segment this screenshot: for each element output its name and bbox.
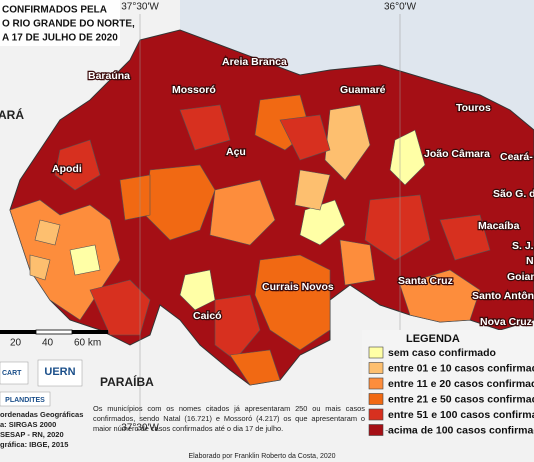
city-label: N bbox=[526, 255, 534, 267]
legend-label: entre 51 e 100 casos confirmados bbox=[388, 409, 534, 421]
logo-text: PLANDITES bbox=[5, 397, 45, 404]
logo bbox=[0, 391, 51, 407]
title-box bbox=[0, 0, 120, 46]
title-line: A 17 DE JULHO DE 2020 bbox=[2, 33, 118, 44]
coordinate-label: 36°0'W bbox=[384, 2, 417, 13]
municipality bbox=[119, 174, 151, 221]
city-label: Baraúna bbox=[88, 70, 130, 82]
city-label: Guamaré bbox=[340, 84, 386, 96]
legend-label: entre 11 e 20 casos confirmados bbox=[388, 378, 534, 390]
credit: SESAP - RN, 2020 bbox=[0, 430, 64, 439]
scale-bar bbox=[35, 329, 73, 335]
city-label: Ceará- bbox=[500, 151, 533, 163]
city-label: Goian bbox=[507, 271, 534, 283]
legend-label: entre 21 e 50 casos confirmados bbox=[388, 393, 534, 405]
municipality bbox=[29, 254, 51, 281]
city-label: Caicó bbox=[193, 310, 222, 322]
legend-title: LEGENDA bbox=[406, 333, 460, 345]
ocean bbox=[180, 0, 534, 130]
municipality bbox=[34, 219, 61, 246]
logo-text: CART bbox=[2, 370, 22, 377]
city-label: Areia Branca bbox=[222, 56, 287, 68]
city-label: Macaíba bbox=[478, 220, 520, 232]
legend-swatch bbox=[368, 408, 384, 421]
municipality bbox=[439, 214, 491, 261]
city-label: Currais Novos bbox=[262, 281, 334, 293]
state-label: ARÁ bbox=[0, 107, 24, 122]
legend-box bbox=[362, 330, 534, 430]
credit: gráfica: IBGE, 2015 bbox=[0, 440, 68, 449]
title-line: CONFIRMADOS PELA bbox=[2, 5, 107, 16]
city-label: São G. do bbox=[493, 188, 534, 200]
logo-text: UERN bbox=[44, 366, 75, 378]
municipality bbox=[214, 294, 261, 361]
legend-items: sem caso confirmado entre 01 e 10 casos c… bbox=[368, 346, 534, 436]
city-label: S. J. bbox=[512, 240, 534, 252]
municipality bbox=[254, 254, 331, 351]
scale-label: 20 bbox=[10, 338, 22, 349]
credit: ordenadas Geográficas bbox=[0, 410, 83, 419]
scale-bar bbox=[72, 330, 108, 334]
municipality bbox=[294, 169, 331, 211]
logo bbox=[37, 359, 83, 387]
city-label: Santa Cruz bbox=[398, 275, 453, 287]
municipality bbox=[89, 279, 151, 336]
coordinate-label: 37°30'W bbox=[121, 423, 159, 434]
city-label: Açu bbox=[226, 146, 246, 158]
municipality bbox=[279, 114, 331, 161]
scale-label: 60 km bbox=[74, 338, 101, 349]
municipality bbox=[179, 104, 231, 151]
legend-label: sem caso confirmado bbox=[388, 347, 496, 359]
credit: a: SIRGAS 2000 bbox=[0, 420, 56, 429]
scale-label: 40 bbox=[42, 338, 54, 349]
municipality bbox=[209, 179, 276, 246]
city-label: Mossoró bbox=[172, 84, 216, 96]
legend-swatch bbox=[368, 424, 384, 436]
legend-swatch bbox=[368, 377, 384, 390]
municipality bbox=[339, 239, 376, 286]
city-label: Santo Antônio bbox=[472, 290, 534, 302]
municipalities bbox=[9, 94, 491, 386]
municipality bbox=[179, 269, 216, 311]
municipality bbox=[229, 349, 281, 386]
city-label: Touros bbox=[456, 102, 491, 114]
legend-swatch bbox=[368, 362, 384, 374]
city-label: Nova Cruz bbox=[480, 316, 532, 328]
municipality bbox=[299, 199, 346, 246]
municipality bbox=[54, 139, 101, 191]
city-label: João Câmara bbox=[424, 148, 490, 160]
logo bbox=[0, 361, 29, 385]
municipality bbox=[69, 244, 101, 276]
scale-bar bbox=[0, 330, 36, 334]
title-line: O RIO GRANDE DO NORTE, bbox=[2, 19, 135, 30]
municipality bbox=[364, 194, 431, 261]
municipality bbox=[389, 129, 426, 186]
legend-label: acima de 100 casos confirmados bbox=[388, 424, 534, 436]
author: Elaborado por Franklin Roberto da Costa,… bbox=[188, 453, 335, 460]
municipality bbox=[399, 269, 481, 323]
note: Os municípios com os nomes citados já ap… bbox=[93, 404, 365, 433]
state-label: PARAÍBA bbox=[100, 374, 154, 389]
legend-swatch bbox=[368, 393, 384, 405]
coordinate-label: 37°30'W bbox=[121, 2, 159, 13]
legend-label: entre 01 e 10 casos confirmados bbox=[388, 362, 534, 374]
legend-swatch bbox=[368, 346, 384, 359]
city-label: Apodi bbox=[52, 163, 82, 175]
